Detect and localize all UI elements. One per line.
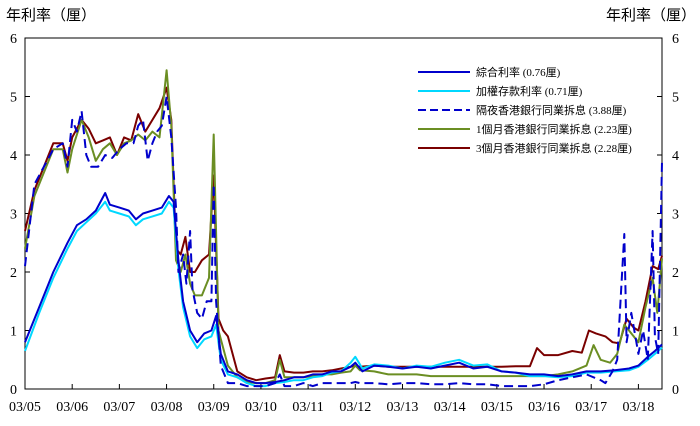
x-tick-label: 03/08 bbox=[151, 400, 183, 415]
series-line-5 bbox=[24, 86, 663, 382]
legend-label-3: 隔夜香港銀行同業拆息 (3.88厘) bbox=[476, 103, 627, 117]
y-tick-label-left: 4 bbox=[10, 149, 17, 164]
x-tick-label: 03/14 bbox=[434, 400, 466, 415]
legend-label-5: 3個月香港銀行同業拆息 (2.28厘) bbox=[476, 141, 632, 155]
x-tick-label: 03/16 bbox=[528, 400, 560, 415]
legend-label-4: 1個月香港銀行同業拆息 (2.23厘) bbox=[476, 122, 632, 136]
x-tick-label: 03/05 bbox=[9, 400, 41, 415]
x-tick-label: 03/11 bbox=[292, 400, 323, 415]
series-line-1 bbox=[24, 192, 663, 385]
y-tick-label-left: 1 bbox=[10, 325, 17, 340]
series-line-4 bbox=[24, 69, 663, 385]
y-tick-label-right: 0 bbox=[672, 383, 679, 398]
legend-label-2: 加權存款利率 (0.71厘) bbox=[476, 84, 583, 98]
y-tick-label-left: 3 bbox=[10, 208, 17, 223]
y-tick-label-right: 2 bbox=[672, 266, 679, 281]
y-tick-label-right: 3 bbox=[672, 208, 679, 223]
y-tick-label-left: 5 bbox=[10, 91, 17, 106]
y-tick-label-right: 5 bbox=[672, 91, 679, 106]
y-tick-label-right: 6 bbox=[672, 32, 679, 47]
x-tick-label: 03/13 bbox=[387, 400, 419, 415]
y-tick-label-left: 0 bbox=[10, 383, 17, 398]
y-tick-label-left: 2 bbox=[10, 266, 17, 281]
y-tick-label-right: 1 bbox=[672, 325, 679, 340]
series-line-3 bbox=[24, 95, 663, 388]
x-tick-label: 03/12 bbox=[339, 400, 371, 415]
y-tick-label-right: 4 bbox=[672, 149, 679, 164]
x-tick-label: 03/15 bbox=[481, 400, 513, 415]
y-tick-label-left: 6 bbox=[10, 32, 17, 47]
x-tick-label: 03/10 bbox=[245, 400, 277, 415]
x-tick-label: 03/07 bbox=[103, 400, 135, 415]
series-line-2 bbox=[24, 200, 663, 388]
legend-label-1: 綜合利率 (0.76厘) bbox=[476, 65, 561, 79]
x-tick-label: 03/17 bbox=[575, 400, 607, 415]
x-tick-label: 03/06 bbox=[56, 400, 88, 415]
y-axis-label-left: 年利率（厘） bbox=[6, 8, 97, 24]
x-tick-label: 03/18 bbox=[622, 400, 654, 415]
y-axis-label-right: 年利率（厘） bbox=[605, 8, 696, 24]
x-tick-label: 03/09 bbox=[198, 400, 230, 415]
